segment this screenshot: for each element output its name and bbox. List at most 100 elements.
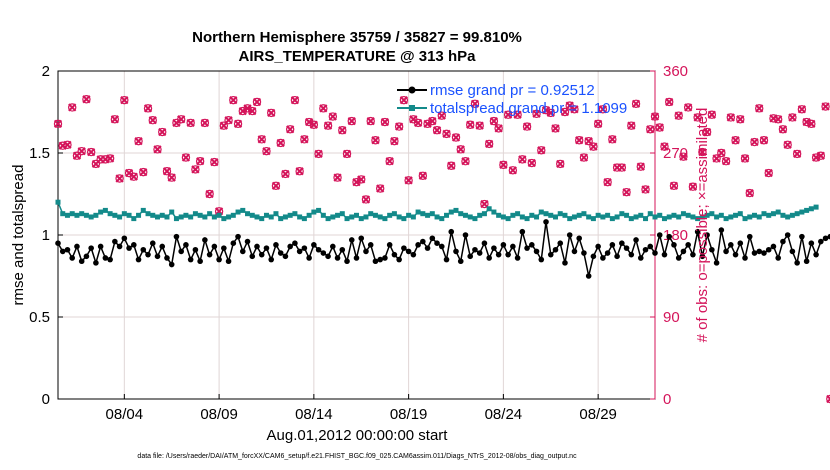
rmse-point <box>93 260 99 266</box>
rmse-point <box>116 243 123 250</box>
obs-assimilated-marker <box>295 167 304 176</box>
obs-assimilated-marker <box>423 119 432 128</box>
obs-possible-marker <box>551 124 560 133</box>
rmse-point <box>585 273 592 279</box>
obs-possible-marker <box>338 126 347 135</box>
rmse-point <box>168 261 175 268</box>
obs-assimilated-marker <box>196 157 205 166</box>
rmse-point <box>491 245 497 251</box>
totalspread-point <box>420 211 426 217</box>
rmse-point <box>742 255 748 261</box>
rmse-point <box>751 250 758 256</box>
totalspread-point <box>590 216 596 222</box>
obs-assimilated-marker <box>262 147 271 156</box>
totalspread-point <box>605 212 611 218</box>
obs-assimilated-marker <box>53 119 63 128</box>
totalspread-point <box>491 209 497 215</box>
totalspread-point <box>382 216 388 222</box>
obs-possible-marker <box>764 168 773 178</box>
obs-possible-marker <box>271 181 281 190</box>
obs-assimilated-marker <box>338 126 347 135</box>
obs-assimilated-marker <box>153 145 162 154</box>
legend-spread-label: totalspread grand pr = 1.1099 <box>430 100 627 117</box>
totalspread-point <box>112 212 118 218</box>
obs-possible-marker <box>750 137 759 147</box>
rmse-point <box>637 255 644 261</box>
obs-assimilated-marker <box>650 112 660 121</box>
obs-assimilated-marker <box>617 163 626 172</box>
obs-possible-marker <box>513 110 522 119</box>
obs-possible-marker <box>745 188 754 198</box>
totalspread-point <box>406 212 412 218</box>
obs-assimilated-marker <box>598 105 607 114</box>
obs-assimilated-marker <box>233 119 243 128</box>
rmse-point <box>197 258 203 265</box>
obs-assimilated-marker <box>323 121 333 130</box>
y2-tick-label: 0 <box>663 391 671 408</box>
obs-possible-marker <box>665 97 674 107</box>
obs-assimilated-marker <box>248 106 257 116</box>
obs-possible-marker <box>68 103 77 112</box>
obs-possible-marker <box>328 112 338 121</box>
obs-assimilated-marker <box>418 171 427 180</box>
totalspread-point <box>500 214 506 220</box>
obs-assimilated-marker <box>665 97 674 107</box>
legend-rmse-label: rmse grand pr = 0.92512 <box>430 82 595 99</box>
totalspread-point <box>263 212 269 218</box>
rmse-point <box>543 219 549 225</box>
obs-possible-marker <box>712 154 721 163</box>
rmse-point <box>230 240 237 246</box>
rmse-point <box>88 245 94 251</box>
totalspread-point <box>273 211 279 217</box>
totalspread-point <box>766 212 772 218</box>
obs-assimilated-marker <box>470 99 480 108</box>
totalspread-point <box>553 214 558 220</box>
obs-possible-marker <box>158 127 167 137</box>
obs-assimilated-marker <box>736 115 745 124</box>
obs-possible-marker <box>702 127 712 137</box>
rmse-point <box>187 256 194 263</box>
totalspread-point <box>164 214 170 220</box>
obs-assimilated-marker <box>504 110 513 119</box>
obs-possible-marker <box>646 125 655 134</box>
rmse-point <box>472 246 478 253</box>
totalspread-point <box>666 214 672 220</box>
totalspread-point <box>728 214 734 220</box>
totalspread-point <box>339 211 345 217</box>
obs-possible-marker <box>584 136 593 146</box>
obs-assimilated-marker <box>774 115 783 124</box>
y-tick-label: 0 <box>42 391 50 408</box>
rmse-point <box>647 243 654 250</box>
obs-possible-marker <box>797 105 807 114</box>
totalspread-point <box>481 211 487 217</box>
obs-possible-marker <box>788 113 797 122</box>
obs-assimilated-marker <box>499 160 508 169</box>
obs-assimilated-marker <box>669 181 679 190</box>
rmse-point <box>149 240 156 246</box>
obs-assimilated-marker <box>655 123 664 132</box>
totalspread-point <box>434 214 440 220</box>
rmse-point <box>273 242 279 248</box>
obs-possible-marker <box>778 125 788 134</box>
rmse-point <box>486 255 492 261</box>
rmse-point <box>728 242 734 248</box>
rmse-point <box>254 243 260 250</box>
rmse-point <box>202 237 208 243</box>
rmse-point <box>396 256 402 263</box>
rmse-point <box>505 251 511 258</box>
x-tick-label: 08/14 <box>295 406 333 423</box>
totalspread-point <box>804 207 810 213</box>
obs-possible-marker <box>380 117 390 127</box>
obs-possible-marker <box>608 135 617 144</box>
totalspread-point <box>534 214 540 220</box>
obs-assimilated-marker <box>518 155 527 164</box>
obs-assimilated-marker <box>575 136 584 145</box>
rmse-point <box>126 245 132 251</box>
obs-assimilated-marker <box>759 136 769 145</box>
totalspread-point <box>79 211 85 217</box>
totalspread-point <box>126 212 132 218</box>
rmse-point <box>97 243 104 250</box>
obs-possible-marker <box>195 156 205 166</box>
obs-assimilated-marker <box>522 122 532 131</box>
obs-assimilated-marker <box>366 117 375 126</box>
